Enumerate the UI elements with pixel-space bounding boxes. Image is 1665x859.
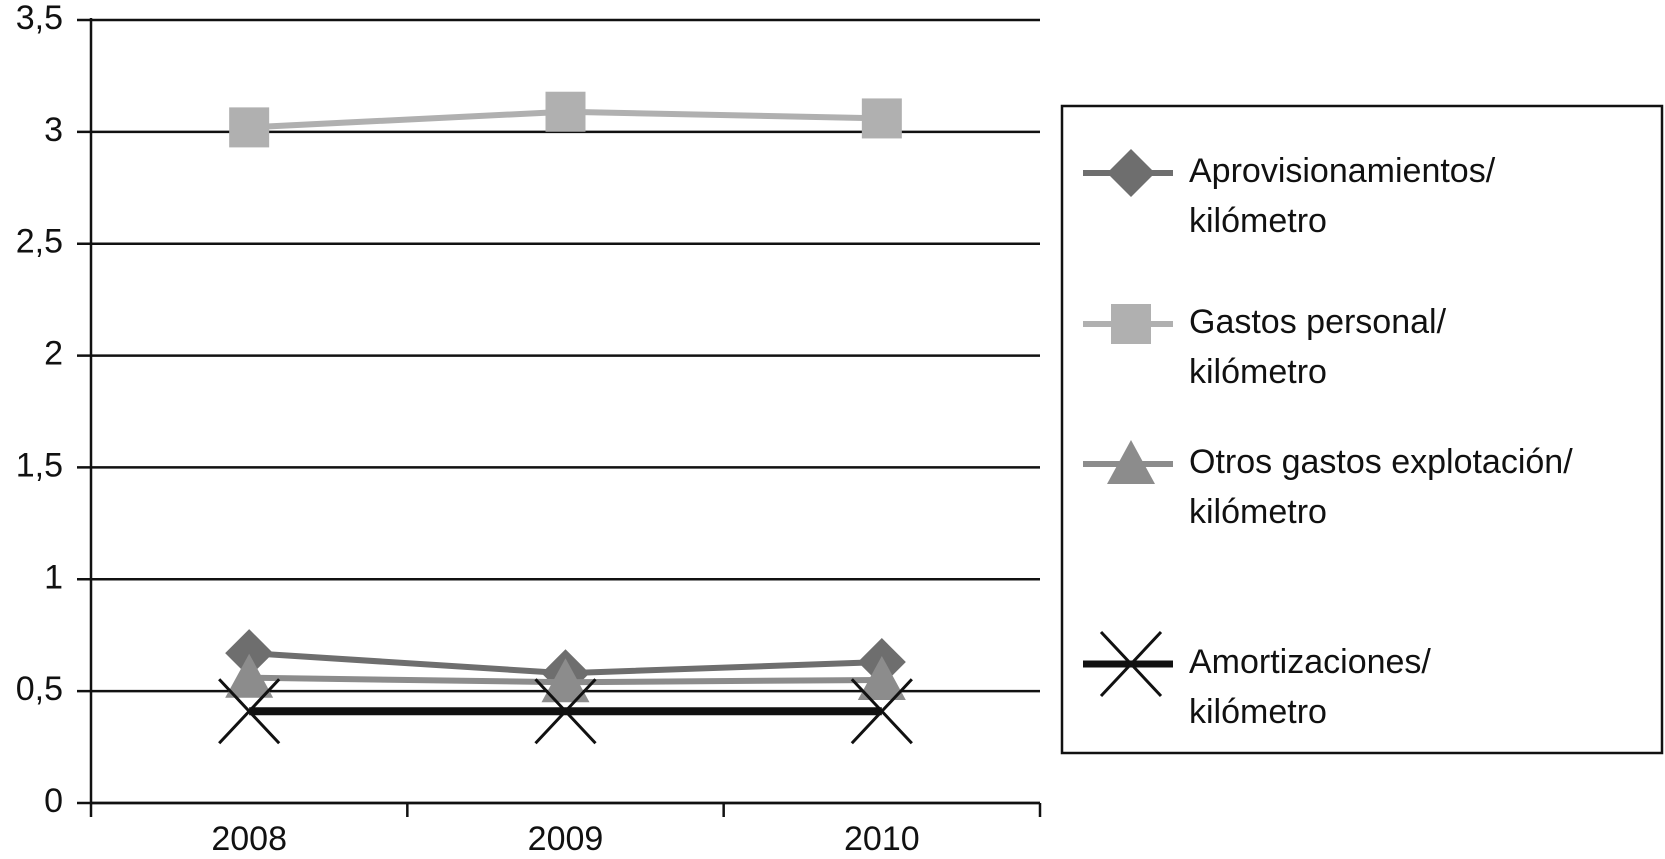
marker [229,107,270,148]
marker [225,629,274,678]
marker [850,678,913,745]
y-tick-label: 1 [44,558,63,596]
x-tick-label: 2010 [844,820,920,858]
marker [545,91,586,132]
legend-label-line: kilómetro [1189,202,1327,240]
y-tick-label: 0,5 [16,670,63,708]
marker [218,678,281,745]
legend-label: Otros gastos explotación/kilómetro [1189,443,1573,531]
legend-label-line: Amortizaciones/ [1189,643,1431,681]
legend-label-line: Aprovisionamientos/ [1189,152,1496,190]
y-tick-label: 2 [44,335,63,373]
legend-label: Gastos personal/kilómetro [1189,303,1447,391]
y-tick-label: 3,5 [16,0,63,37]
marker [1107,149,1155,197]
legend-label-line: kilómetro [1189,353,1327,391]
legend-label: Amortizaciones/kilómetro [1189,643,1431,731]
legend-label-line: kilómetro [1189,493,1327,531]
y-tick-label: 1,5 [16,446,63,484]
x-tick-label: 2009 [528,820,604,858]
marker [1111,304,1151,344]
y-tick-label: 2,5 [16,223,63,261]
x-tick-label: 2008 [211,820,287,858]
legend-label-line: kilómetro [1189,693,1327,731]
legend-label-line: Otros gastos explotación/ [1189,443,1573,481]
marker [1099,630,1163,698]
legend-label: Aprovisionamientos/kilómetro [1189,152,1496,240]
marker [534,678,597,745]
marker [1107,440,1155,484]
marker [861,98,902,139]
legend-label-line: Gastos personal/ [1189,303,1447,341]
legend-box [1060,104,1664,755]
marker [225,653,274,698]
y-tick-label: 0 [44,782,63,820]
y-tick-label: 3 [44,111,63,149]
marker [857,655,906,700]
marker [541,658,590,703]
